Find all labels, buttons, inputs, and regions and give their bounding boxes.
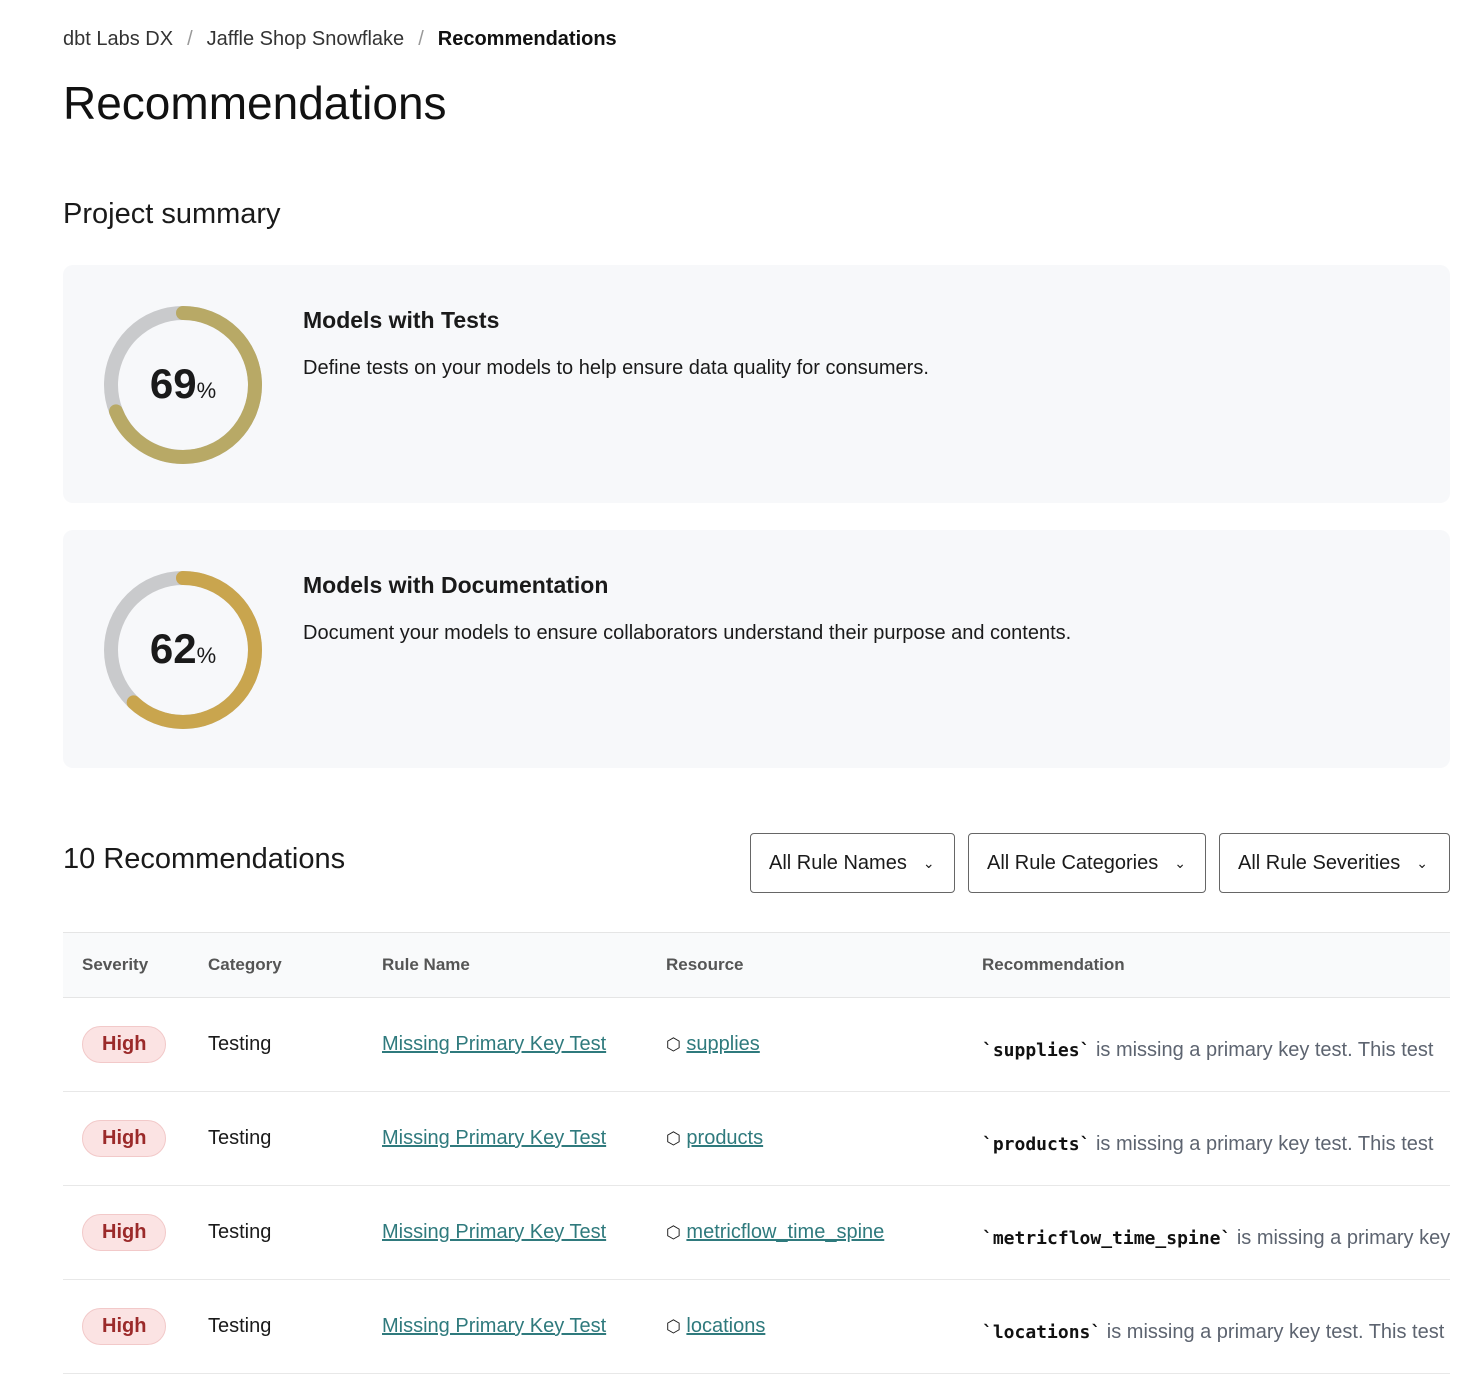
resource-link[interactable]: locations (686, 1315, 766, 1337)
recommendation-text: is missing a primary key test. This test (1095, 1039, 1434, 1061)
resource-cell: ⬡ supplies (666, 997, 982, 1092)
rule-severities-filter[interactable]: All Rule Severities ⌄ (1219, 833, 1450, 893)
progress-donut (104, 571, 262, 729)
header-rule-name[interactable]: Rule Name (382, 932, 666, 998)
filter-label: All Rule Categories (987, 851, 1159, 874)
category-cell: Testing (208, 997, 382, 1092)
table-row: High Testing Missing Primary Key Test ⬡ … (63, 1091, 1450, 1186)
resource-link[interactable]: metricflow_time_spine (686, 1221, 885, 1243)
rule-link[interactable]: Missing Primary Key Test (382, 1033, 607, 1055)
percent-value: 69% (149, 360, 217, 407)
recommendations-table: Severity Category Rule Name Resource Rec… (63, 932, 1450, 1374)
resource-code: `metricflow_time_spine` (982, 1228, 1232, 1249)
chevron-down-icon: ⌄ (1416, 854, 1429, 871)
resource-code: `supplies` (982, 1040, 1091, 1061)
breadcrumb-org[interactable]: dbt Labs DX (63, 28, 174, 50)
severity-cell: High (63, 1279, 208, 1374)
chevron-down-icon: ⌄ (1174, 854, 1186, 871)
summary-title: Project summary (63, 198, 281, 230)
model-cube-icon: ⬡ (666, 1317, 681, 1336)
rule-cell: Missing Primary Key Test (382, 1279, 666, 1374)
rule-names-filter[interactable]: All Rule Names ⌄ (750, 833, 955, 893)
chevron-down-icon: ⌄ (922, 854, 935, 871)
category-cell: Testing (208, 1091, 382, 1186)
severity-badge: High (82, 1120, 167, 1157)
header-resource[interactable]: Resource (666, 932, 982, 998)
rule-link[interactable]: Missing Primary Key Test (382, 1221, 607, 1243)
table-header: Severity Category Rule Name Resource Rec… (63, 932, 1450, 998)
card-models-with-tests: 69% Models with Tests Define tests on yo… (63, 265, 1450, 503)
resource-code: `locations` (982, 1322, 1102, 1343)
severity-badge: High (82, 1214, 167, 1251)
header-recommendation[interactable]: Recommendation (982, 932, 1450, 998)
percent-value: 62% (149, 625, 217, 672)
filter-label: All Rule Names (769, 851, 907, 874)
breadcrumb-project[interactable]: Jaffle Shop Snowflake (206, 28, 405, 50)
rule-link[interactable]: Missing Primary Key Test (382, 1315, 607, 1337)
category-cell: Testing (208, 1279, 382, 1374)
card-description: Document your models to ensure collabora… (303, 622, 1072, 644)
table-row: High Testing Missing Primary Key Test ⬡ … (63, 1279, 1450, 1374)
severity-badge: High (82, 1308, 167, 1345)
recommendation-text: is missing a primary key test. This test (1106, 1321, 1445, 1343)
severity-badge: High (82, 1026, 167, 1063)
rule-cell: Missing Primary Key Test (382, 1091, 666, 1186)
page-title: Recommendations (63, 77, 447, 129)
model-cube-icon: ⬡ (666, 1035, 681, 1054)
recommendation-text: is missing a primary key (1236, 1227, 1450, 1249)
resource-link[interactable]: products (686, 1127, 764, 1149)
breadcrumb: dbt Labs DX / Jaffle Shop Snowflake / Reco… (63, 28, 617, 50)
model-cube-icon: ⬡ (666, 1129, 681, 1148)
category-cell: Testing (208, 1185, 382, 1280)
severity-cell: High (63, 997, 208, 1092)
filter-label: All Rule Severities (1238, 851, 1401, 874)
recommendations-count: 10 Recommendations (63, 843, 346, 875)
breadcrumb-current: Recommendations (437, 28, 617, 50)
rule-cell: Missing Primary Key Test (382, 997, 666, 1092)
resource-code: `products` (982, 1134, 1091, 1155)
header-category[interactable]: Category (208, 932, 382, 998)
progress-donut (104, 306, 262, 464)
rule-link[interactable]: Missing Primary Key Test (382, 1127, 607, 1149)
card-models-with-documentation: 62% Models with Documentation Document y… (63, 530, 1450, 768)
recommendation-text: is missing a primary key test. This test (1095, 1133, 1434, 1155)
card-title: Models with Documentation (303, 572, 609, 598)
rule-cell: Missing Primary Key Test (382, 1185, 666, 1280)
table-row: High Testing Missing Primary Key Test ⬡ … (63, 1185, 1450, 1280)
recommendation-cell: `locations` is missing a primary key tes… (982, 1279, 1450, 1374)
rule-categories-filter[interactable]: All Rule Categories ⌄ (968, 833, 1206, 893)
recommendation-cell: `products` is missing a primary key test… (982, 1091, 1450, 1186)
card-title: Models with Tests (303, 307, 500, 333)
header-severity[interactable]: Severity (63, 932, 208, 998)
model-cube-icon: ⬡ (666, 1223, 681, 1242)
recommendation-cell: `supplies` is missing a primary key test… (982, 997, 1450, 1092)
resource-link[interactable]: supplies (686, 1033, 760, 1055)
recommendation-cell: `metricflow_time_spine` is missing a pri… (982, 1185, 1450, 1280)
resource-cell: ⬡ products (666, 1091, 982, 1186)
resource-cell: ⬡ metricflow_time_spine (666, 1185, 982, 1280)
severity-cell: High (63, 1185, 208, 1280)
donut-progress (104, 306, 262, 464)
severity-cell: High (63, 1091, 208, 1186)
donut-progress (104, 571, 262, 729)
table-row: High Testing Missing Primary Key Test ⬡ … (63, 997, 1450, 1092)
card-description: Define tests on your models to help ensu… (303, 357, 929, 379)
resource-cell: ⬡ locations (666, 1279, 982, 1374)
